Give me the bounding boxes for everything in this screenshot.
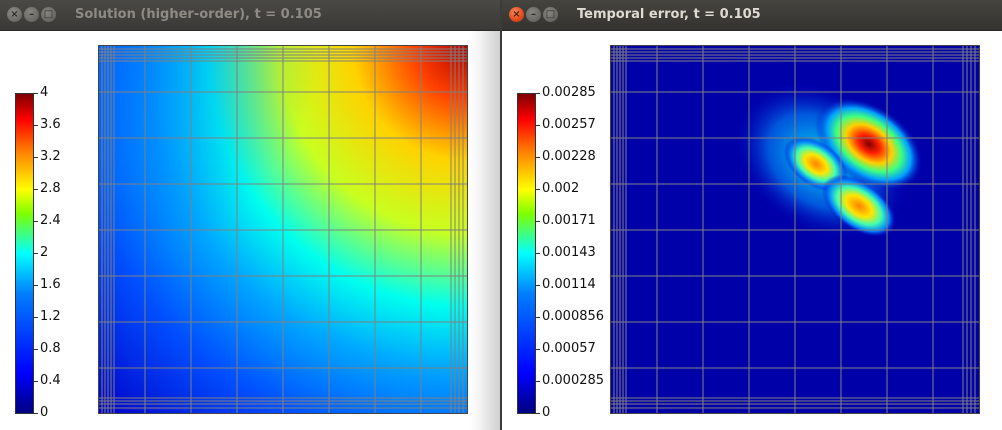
- colorbar: [517, 93, 536, 414]
- tick-mark: [536, 189, 540, 190]
- tick-label: 0.00171: [542, 213, 596, 228]
- tick-mark: [34, 285, 38, 286]
- tick-mark: [536, 157, 540, 158]
- colorbar: [15, 93, 34, 414]
- close-icon[interactable]: ×: [7, 7, 22, 22]
- close-icon[interactable]: ×: [509, 7, 524, 22]
- tick-label: 0.002: [542, 181, 580, 196]
- tick-label: 0.00057: [542, 341, 596, 356]
- error-plot[interactable]: [610, 45, 980, 414]
- error-view[interactable]: 0.00285 0.00257 0.00228 0.002 0.00171 0.00143…: [502, 31, 1002, 430]
- error-window[interactable]: × – □ Temporal error, t = 0.105 0.00285 0…: [502, 0, 1002, 430]
- tick-mark: [536, 221, 540, 222]
- tick-mark: [536, 93, 540, 94]
- tick-mark: [34, 349, 38, 350]
- solution-window[interactable]: × – □ Solution (higher-order), t = 0.105…: [0, 0, 500, 430]
- tick-mark: [34, 317, 38, 318]
- tick-label: 0.8: [40, 341, 61, 356]
- tick-mark: [34, 93, 38, 94]
- maximize-icon[interactable]: □: [41, 7, 56, 22]
- error-titlebar[interactable]: × – □ Temporal error, t = 0.105: [502, 0, 1002, 31]
- tick-mark: [536, 285, 540, 286]
- window-title: Temporal error, t = 0.105: [577, 7, 761, 22]
- solution-plot[interactable]: [98, 45, 468, 414]
- tick-mark: [536, 413, 540, 414]
- tick-label: 2: [40, 245, 49, 260]
- tick-label: 0: [542, 405, 551, 420]
- tick-label: 0.4: [40, 373, 61, 388]
- tick-label: 0.000285: [542, 373, 605, 388]
- tick-label: 3.6: [40, 117, 61, 132]
- tick-label: 0.00143: [542, 245, 596, 260]
- minimize-icon[interactable]: –: [24, 7, 39, 22]
- tick-mark: [34, 189, 38, 190]
- tick-mark: [34, 157, 38, 158]
- tick-mark: [34, 381, 38, 382]
- tick-label: 3.2: [40, 149, 61, 164]
- solution-view[interactable]: 4 3.6 3.2 2.8 2.4 2 1.6 1.2 0.8 0.4 0: [0, 31, 500, 430]
- tick-label: 0.00114: [542, 277, 596, 292]
- maximize-icon[interactable]: □: [543, 7, 558, 22]
- tick-mark: [536, 317, 540, 318]
- tick-label: 0.000856: [542, 309, 605, 324]
- mesh-grid: [99, 46, 467, 413]
- tick-label: 1.2: [40, 309, 61, 324]
- tick-mark: [536, 349, 540, 350]
- mesh-grid: [611, 46, 979, 413]
- tick-label: 0.00257: [542, 117, 596, 132]
- tick-mark: [536, 125, 540, 126]
- tick-mark: [34, 125, 38, 126]
- tick-label: 2.4: [40, 213, 61, 228]
- tick-label: 0.00285: [542, 85, 596, 100]
- tick-label: 0: [40, 405, 49, 420]
- tick-mark: [536, 381, 540, 382]
- tick-label: 0.00228: [542, 149, 596, 164]
- tick-mark: [34, 253, 38, 254]
- tick-mark: [34, 413, 38, 414]
- tick-mark: [536, 253, 540, 254]
- tick-label: 1.6: [40, 277, 61, 292]
- minimize-icon[interactable]: –: [526, 7, 541, 22]
- tick-label: 2.8: [40, 181, 61, 196]
- solution-titlebar[interactable]: × – □ Solution (higher-order), t = 0.105: [0, 0, 500, 31]
- window-title: Solution (higher-order), t = 0.105: [75, 7, 322, 22]
- tick-mark: [34, 221, 38, 222]
- tick-label: 4: [40, 85, 49, 100]
